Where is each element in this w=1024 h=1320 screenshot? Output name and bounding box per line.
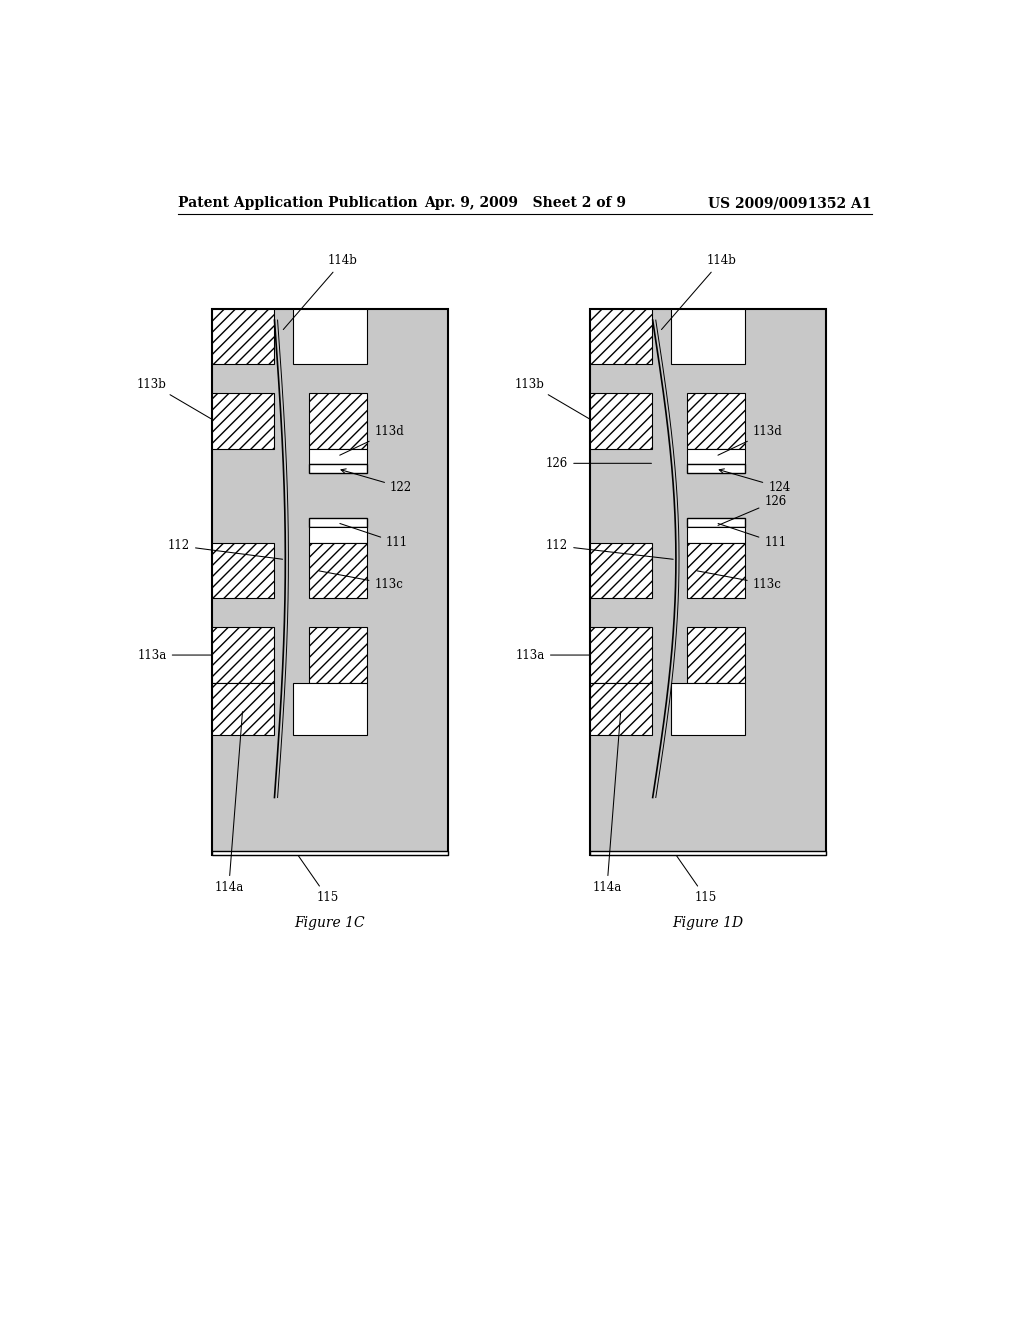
Text: 113c: 113c <box>697 570 781 591</box>
Bar <box>212 309 449 855</box>
Bar <box>672 309 744 364</box>
Text: 113c: 113c <box>319 570 403 591</box>
Text: 113b: 113b <box>137 378 212 420</box>
Bar <box>590 309 826 855</box>
Bar <box>687 527 744 543</box>
Bar <box>212 393 273 449</box>
Bar <box>212 682 273 735</box>
Bar <box>590 543 652 598</box>
Text: 115: 115 <box>299 855 339 904</box>
Bar <box>687 543 744 598</box>
Bar <box>590 851 826 855</box>
Text: 111: 111 <box>718 524 786 549</box>
Bar <box>590 627 652 682</box>
Text: 112: 112 <box>168 540 283 560</box>
Text: 113b: 113b <box>515 378 591 420</box>
Text: Apr. 9, 2009   Sheet 2 of 9: Apr. 9, 2009 Sheet 2 of 9 <box>424 197 626 210</box>
Bar <box>308 465 367 474</box>
Text: 114a: 114a <box>592 711 622 894</box>
Text: 114b: 114b <box>284 255 357 330</box>
Bar <box>308 527 367 543</box>
Text: 113a: 113a <box>137 648 212 661</box>
Text: 112: 112 <box>546 540 673 560</box>
Bar <box>212 627 273 682</box>
Bar <box>212 851 449 855</box>
Bar <box>308 517 367 527</box>
Text: 115: 115 <box>677 855 717 904</box>
Bar <box>212 309 273 364</box>
Text: US 2009/0091352 A1: US 2009/0091352 A1 <box>709 197 872 210</box>
Bar <box>308 393 367 449</box>
Text: Figure 1C: Figure 1C <box>294 916 365 931</box>
Text: 113a: 113a <box>516 648 590 661</box>
Text: 113d: 113d <box>718 425 782 455</box>
Bar <box>590 393 652 449</box>
Bar <box>687 517 744 527</box>
Bar <box>687 449 744 465</box>
Text: 114b: 114b <box>662 255 736 330</box>
Text: 113d: 113d <box>340 425 404 455</box>
Bar <box>212 543 273 598</box>
Bar <box>687 465 744 474</box>
Text: 122: 122 <box>341 469 412 494</box>
Bar <box>293 309 367 364</box>
Bar <box>293 682 367 735</box>
Text: 126: 126 <box>546 457 651 470</box>
Bar <box>687 627 744 682</box>
Bar <box>308 543 367 598</box>
Text: 111: 111 <box>340 524 409 549</box>
Text: Patent Application Publication: Patent Application Publication <box>178 197 418 210</box>
Bar <box>308 449 367 465</box>
Bar <box>590 682 652 735</box>
Text: Figure 1D: Figure 1D <box>672 916 743 931</box>
Bar <box>590 309 652 364</box>
Text: 124: 124 <box>719 469 791 494</box>
Bar <box>308 627 367 682</box>
Bar <box>687 393 744 449</box>
Text: 126: 126 <box>718 495 786 525</box>
Text: 114a: 114a <box>214 711 244 894</box>
Bar <box>672 682 744 735</box>
